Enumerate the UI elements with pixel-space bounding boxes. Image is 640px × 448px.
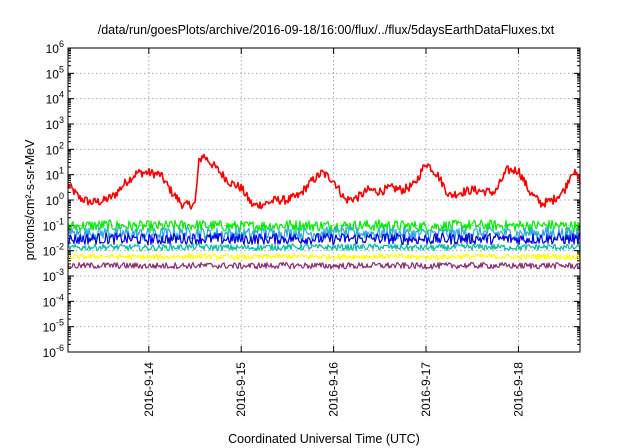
plot-area [67, 153, 581, 270]
y-tick-label: 100 [46, 191, 64, 208]
series-line-6 [67, 261, 581, 270]
series-line-4 [67, 243, 581, 252]
x-tick-label: 2016-9-18 [511, 362, 525, 417]
y-tick-label: 101 [46, 166, 64, 183]
plot-frame [67, 47, 581, 353]
y-tick-label: 105 [46, 64, 64, 81]
y-tick-label: 104 [46, 90, 64, 107]
y-tick-label: 102 [46, 140, 64, 157]
y-tick-label: 10-4 [43, 292, 64, 309]
series-line-2 [67, 226, 581, 241]
y-axis-label: protons/cm²-s-sr-MeV [23, 139, 37, 261]
x-tick-label: 2016-9-16 [327, 362, 341, 417]
x-tick-label: 2016-9-17 [419, 362, 433, 417]
x-axis-ticks: 2016-9-14 2016-9-15 2016-9-16 2016-9-17 2016… [142, 48, 525, 417]
series-line-0 [67, 153, 581, 210]
y-tick-label: 10-3 [43, 267, 64, 284]
y-tick-label: 106 [46, 39, 64, 56]
x-tick-label: 2016-9-15 [234, 362, 248, 417]
y-axis-ticks: 10-6 10-5 10-4 10-3 10-2 10-1 100 101 102 103 104 1… [43, 39, 580, 360]
x-axis-label: Coordinated Universal Time (UTC) [228, 432, 420, 446]
grid-lines [68, 47, 580, 353]
x-tick-label: 2016-9-14 [142, 362, 156, 417]
y-tick-label: 103 [46, 115, 64, 132]
series-line-3 [67, 232, 581, 246]
series-layer [67, 153, 581, 270]
y-tick-label: 10-2 [43, 242, 64, 259]
y-tick-label: 10-5 [43, 318, 64, 335]
series-line-1 [67, 219, 581, 233]
chart-title: /data/run/goesPlots/archive/2016-09-18/1… [98, 23, 555, 37]
y-tick-label: 10-1 [43, 216, 64, 233]
y-tick-label: 10-6 [43, 343, 64, 360]
series-line-5 [67, 253, 581, 261]
